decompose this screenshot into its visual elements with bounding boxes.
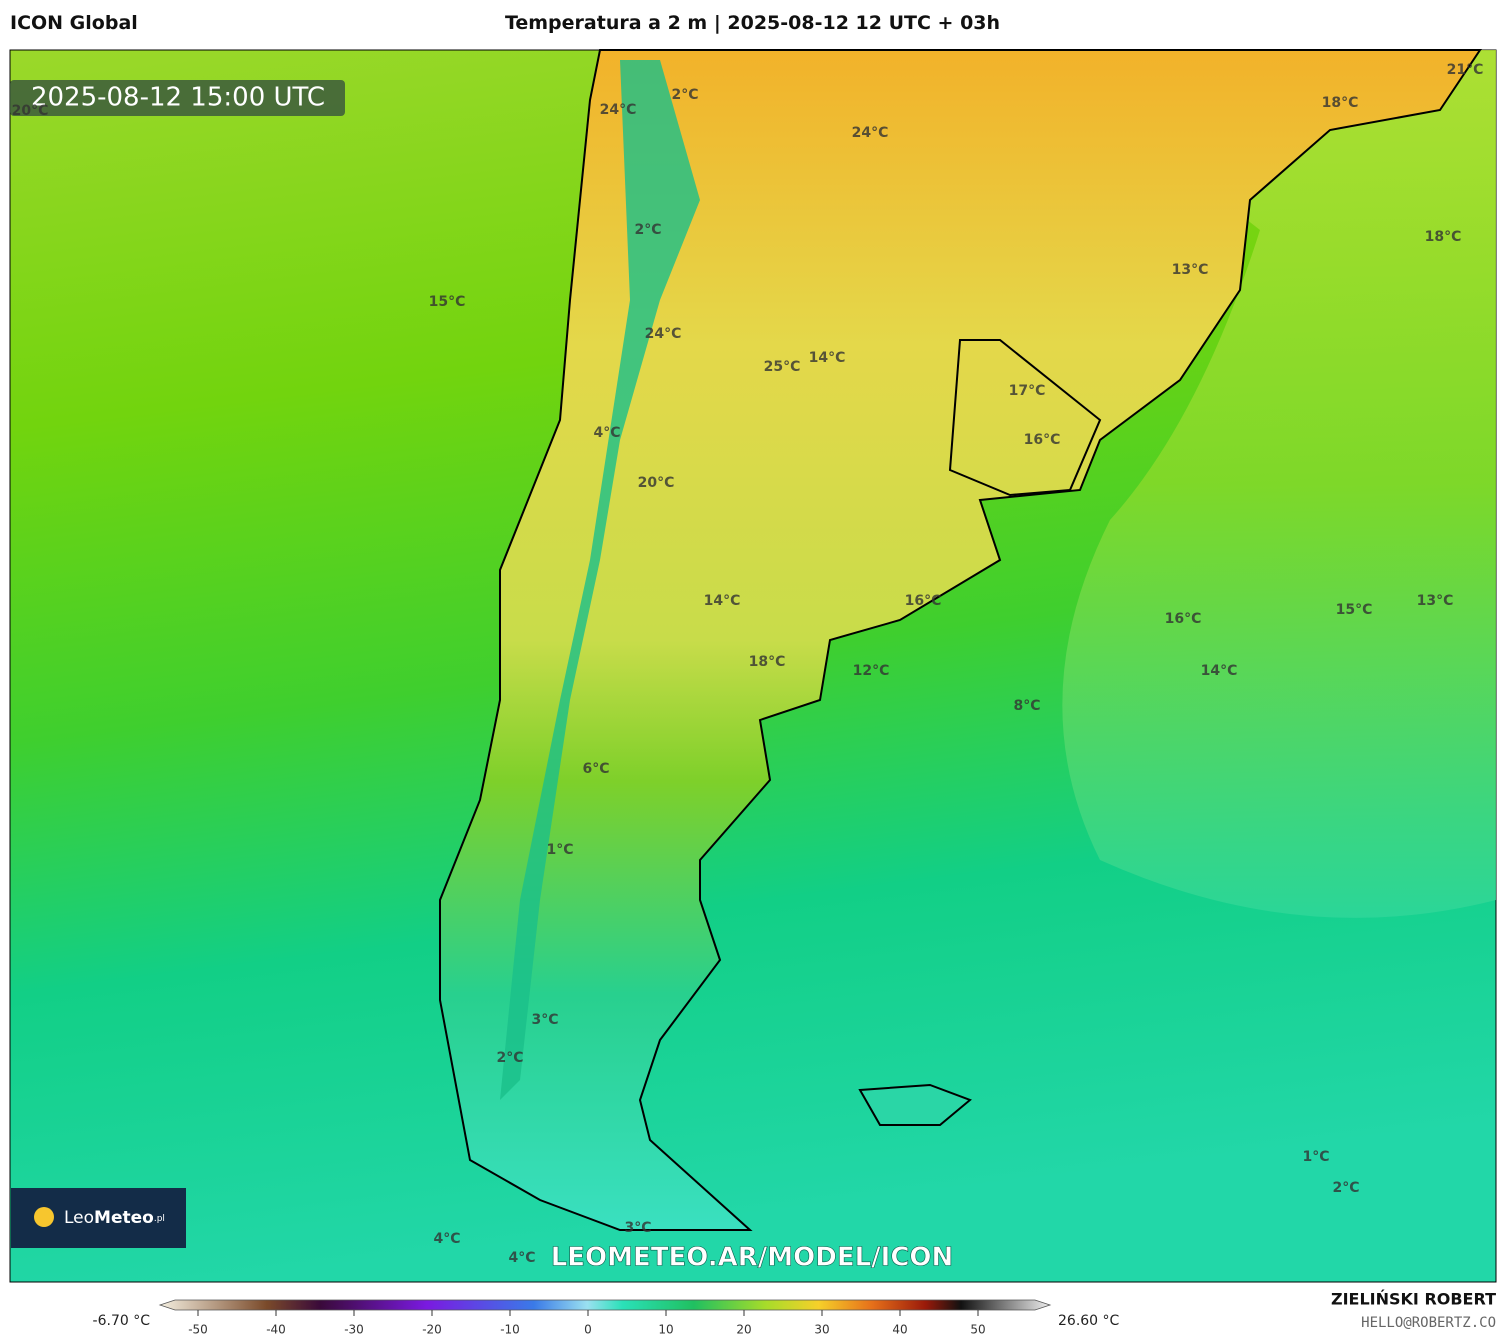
ocean-warm xyxy=(1030,50,1496,918)
model-name: ICON Global xyxy=(10,12,138,34)
temperature-label: 3°C xyxy=(531,1012,558,1028)
temperature-label: 15°C xyxy=(429,294,466,310)
colorbar-tick-label: -40 xyxy=(266,1323,286,1337)
temperature-label: 3°C xyxy=(624,1220,651,1236)
temperature-label: 18°C xyxy=(1322,95,1359,111)
colorbar-tick-label: -50 xyxy=(188,1323,208,1337)
temperature-label: 1°C xyxy=(1302,1149,1329,1165)
temperature-label: 2°C xyxy=(496,1050,523,1066)
colorbar xyxy=(158,1299,1052,1311)
temperature-label: 16°C xyxy=(1024,432,1061,448)
temperature-label: 20°C xyxy=(638,475,675,491)
temperature-label: 13°C xyxy=(1172,262,1209,278)
temperature-label: 17°C xyxy=(1009,383,1046,399)
temperature-label: 2°C xyxy=(671,87,698,103)
land xyxy=(439,49,1482,1231)
temperature-label: 24°C xyxy=(600,102,637,118)
temperature-label: 6°C xyxy=(582,761,609,777)
colorbar-tick-label: 0 xyxy=(584,1323,592,1337)
author: ZIELIŃSKI ROBERT xyxy=(1331,1290,1496,1309)
colorbar-max: 26.60 °C xyxy=(1058,1313,1120,1329)
email: HELLO@ROBERTZ.CO xyxy=(1361,1315,1496,1331)
colorbar-tick-label: 50 xyxy=(970,1323,985,1337)
map-title: Temperatura a 2 m | 2025-08-12 12 UTC + … xyxy=(504,12,1001,34)
falklands xyxy=(858,1083,972,1126)
watermark: LEOMETEO.AR/MODEL/ICON xyxy=(551,1243,954,1273)
temperature-label: 21°C xyxy=(1447,62,1484,78)
temperature-label: 2°C xyxy=(634,222,661,238)
timestamp-box xyxy=(10,80,345,116)
colorbar-tick-label: 20 xyxy=(736,1323,751,1337)
temperature-label: 25°C xyxy=(764,359,801,375)
timestamp: 2025-08-12 15:00 UTC xyxy=(31,83,325,113)
temperature-label: 24°C xyxy=(852,125,889,141)
andes xyxy=(500,60,700,1100)
temperature-label: 12°C xyxy=(853,663,890,679)
logo-text: LeoMeteo.pl xyxy=(64,1208,165,1228)
temperature-label: 8°C xyxy=(1013,698,1040,714)
colorbar-tick-label: 40 xyxy=(892,1323,907,1337)
temperature-label: 15°C xyxy=(1336,602,1373,618)
temperature-label: 16°C xyxy=(1165,611,1202,627)
uruguay-border xyxy=(948,339,1102,497)
colorbar-min: -6.70 °C xyxy=(93,1313,151,1329)
temperature-label: 18°C xyxy=(749,654,786,670)
colorbar-tick-label: 30 xyxy=(814,1323,829,1337)
temperature-label: 20°C xyxy=(12,103,49,119)
temperature-label: 18°C xyxy=(1425,229,1462,245)
colorbar-tick-label: 10 xyxy=(658,1323,673,1337)
temperature-label: 14°C xyxy=(1201,663,1238,679)
temperature-label: 4°C xyxy=(593,425,620,441)
temperature-label: 13°C xyxy=(1417,593,1454,609)
temperature-label: 2°C xyxy=(1332,1180,1359,1196)
temperature-label: 1°C xyxy=(546,842,573,858)
temperature-label: 14°C xyxy=(809,350,846,366)
colorbar-tick-label: -20 xyxy=(422,1323,442,1337)
logo-sun xyxy=(34,1207,54,1227)
temperature-label: 16°C xyxy=(905,593,942,609)
colorbar-tick-label: -30 xyxy=(344,1323,364,1337)
temperature-label: 14°C xyxy=(704,593,741,609)
temperature-label: 4°C xyxy=(508,1250,535,1266)
colorbar-tick-label: -10 xyxy=(500,1323,520,1337)
temperature-label: 4°C xyxy=(433,1231,460,1247)
temperature-label: 24°C xyxy=(645,326,682,342)
